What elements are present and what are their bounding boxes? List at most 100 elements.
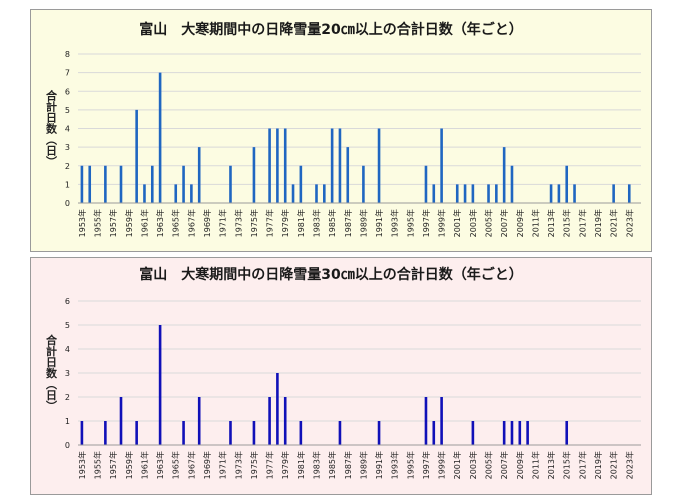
x-tick-label: 1995年 <box>405 451 415 479</box>
bar <box>346 147 350 203</box>
x-tick-label: 2009年 <box>515 451 525 479</box>
bar <box>252 147 256 203</box>
bar <box>440 128 443 203</box>
x-tick-label: 1987年 <box>343 451 353 479</box>
bar <box>283 128 287 203</box>
bar <box>627 184 631 203</box>
bar <box>283 397 287 445</box>
x-tick-label: 1975年 <box>249 209 259 237</box>
x-tick-label: 1965年 <box>171 209 181 237</box>
x-tick-label: 2011年 <box>530 451 540 479</box>
bar <box>135 421 138 445</box>
bar <box>88 165 92 203</box>
x-tick-label: 2001年 <box>452 209 462 237</box>
bar <box>377 128 381 203</box>
x-tick-label: 2007年 <box>499 451 509 479</box>
y-tick-label: 1 <box>65 180 70 189</box>
bar <box>338 128 342 203</box>
bar <box>119 397 123 445</box>
bar <box>276 128 279 203</box>
bar <box>229 165 232 203</box>
bar <box>440 397 443 445</box>
y-tick-label: 2 <box>65 162 70 171</box>
bar <box>565 165 569 203</box>
x-tick-label: 2001年 <box>452 451 462 479</box>
y-tick-label: 4 <box>65 345 70 354</box>
bar <box>362 165 365 203</box>
x-tick-label: 1981年 <box>296 451 306 479</box>
y-axis-label: 合計日数（日） <box>45 333 59 411</box>
bar <box>252 421 256 445</box>
bar <box>424 165 428 203</box>
bar <box>432 184 436 203</box>
x-tick-label: 2005年 <box>484 209 494 237</box>
x-tick-label: 1997年 <box>421 451 431 479</box>
bar <box>455 184 459 203</box>
y-tick-label: 0 <box>65 441 70 450</box>
x-tick-label: 1991年 <box>374 451 384 479</box>
x-tick-label: 1985年 <box>327 451 337 479</box>
bar <box>182 165 185 203</box>
bar <box>338 421 342 445</box>
y-tick-label: 5 <box>65 321 70 330</box>
bar <box>315 184 318 203</box>
bar <box>495 184 498 203</box>
bar <box>471 421 475 445</box>
bar <box>573 184 576 203</box>
y-tick-label: 2 <box>65 393 70 402</box>
bar <box>190 184 193 203</box>
x-tick-label: 2017年 <box>577 209 587 237</box>
x-tick-label: 2013年 <box>546 451 556 479</box>
x-tick-label: 1993年 <box>390 451 400 479</box>
bar <box>557 184 561 203</box>
x-tick-label: 2021年 <box>609 209 619 237</box>
x-tick-label: 1967年 <box>186 209 196 237</box>
bar <box>549 184 553 203</box>
bar <box>424 397 428 445</box>
x-tick-label: 1989年 <box>358 451 368 479</box>
chart-panel-20cm: 富山 大寒期間中の日降雪量20㎝以上の合計日数（年ごと） 0 1 2 3 4 5 6 7 8 合計日… <box>30 9 652 252</box>
bar <box>432 421 436 445</box>
y-axis-label: 合計日数（日） <box>45 89 59 167</box>
bar <box>182 421 185 445</box>
bar <box>323 184 326 203</box>
bar <box>229 421 232 445</box>
x-tick-label: 1995年 <box>405 209 415 237</box>
bar <box>299 165 303 203</box>
x-tick-label: 1971年 <box>218 451 228 479</box>
x-tick-label: 1957年 <box>108 451 118 479</box>
bar <box>526 421 529 445</box>
x-tick-label: 1963年 <box>155 451 165 479</box>
bar <box>268 397 271 445</box>
bar <box>197 147 201 203</box>
x-tick-label: 2015年 <box>562 451 572 479</box>
y-tick-label: 6 <box>65 87 70 96</box>
bar <box>119 165 123 203</box>
x-tick-label: 2003年 <box>468 209 478 237</box>
x-tick-label: 2003年 <box>468 451 478 479</box>
x-tick-label: 1969年 <box>202 451 212 479</box>
x-tick-label: 1965年 <box>171 451 181 479</box>
x-tick-label: 2021年 <box>609 451 619 479</box>
y-tick-label: 3 <box>65 143 70 152</box>
bar <box>80 165 84 203</box>
bar <box>487 184 490 203</box>
x-tick-label: 2005年 <box>484 451 494 479</box>
x-tick-label: 1971年 <box>218 209 228 237</box>
bar <box>502 421 506 445</box>
x-tick-label: 1983年 <box>311 451 321 479</box>
chart-title: 富山 大寒期間中の日降雪量30㎝以上の合計日数（年ごと） <box>139 266 522 283</box>
x-tick-label: 1979年 <box>280 451 290 479</box>
bar <box>510 165 514 203</box>
bar <box>197 397 201 445</box>
x-tick-label: 1973年 <box>233 451 243 479</box>
x-tick-label: 1963年 <box>155 209 165 237</box>
bar <box>104 421 107 445</box>
bar <box>135 109 138 203</box>
x-tick-label: 1973年 <box>233 209 243 237</box>
x-tick-label: 2017年 <box>577 451 587 479</box>
x-tick-label: 2007年 <box>499 209 509 237</box>
y-tick-label: 3 <box>65 369 70 378</box>
x-tick-label: 1953年 <box>77 209 87 237</box>
x-tick-label: 1999年 <box>437 209 447 237</box>
